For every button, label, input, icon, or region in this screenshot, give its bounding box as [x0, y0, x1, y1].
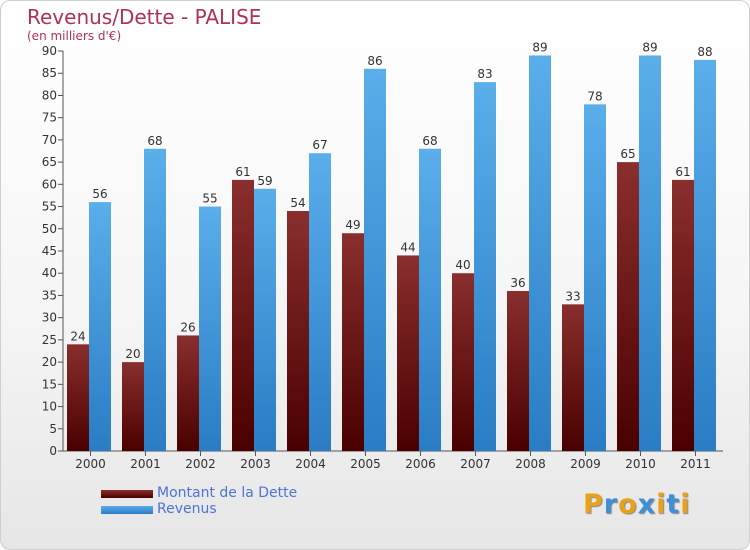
y-tick-label: 60: [42, 177, 57, 191]
y-tick-label: 55: [42, 200, 57, 214]
bar-revenus: [364, 68, 386, 452]
data-label: 61: [675, 165, 690, 179]
bar-dette: [617, 162, 639, 451]
bar-revenus: [474, 82, 496, 451]
legend-label-revenus: Revenus: [157, 501, 217, 517]
bar-revenus: [199, 206, 221, 451]
data-label: 89: [642, 40, 657, 54]
y-tick-label: 0: [49, 444, 57, 458]
x-tick-label: 2006: [405, 457, 436, 471]
data-label: 68: [147, 134, 162, 148]
y-tick-label: 70: [42, 133, 57, 147]
bar-revenus: [144, 148, 166, 451]
legend-swatch-revenus: [101, 506, 153, 514]
bar-revenus: [419, 148, 441, 451]
bar-dette: [507, 291, 529, 451]
x-tick-label: 2007: [460, 457, 491, 471]
bar-revenus: [254, 188, 276, 451]
data-label: 26: [180, 320, 195, 334]
bar-revenus: [639, 55, 661, 451]
data-label: 83: [477, 67, 492, 81]
y-tick-label: 10: [42, 400, 57, 414]
data-label: 65: [620, 147, 635, 161]
data-label: 68: [422, 134, 437, 148]
bar-dette: [232, 179, 254, 451]
y-tick-label: 35: [42, 288, 57, 302]
data-label: 36: [510, 276, 525, 290]
data-label: 89: [532, 40, 547, 54]
bar-dette: [177, 335, 199, 451]
y-tick-label: 5: [49, 422, 57, 436]
x-tick-label: 2000: [75, 457, 106, 471]
proxiti-logo: Proxiti: [583, 489, 691, 520]
data-label: 54: [290, 196, 305, 210]
bar-dette: [67, 344, 89, 451]
chart-subtitle: (en milliers d'€): [27, 29, 122, 43]
bar-revenus: [584, 104, 606, 451]
bar-dette: [342, 233, 364, 451]
data-label: 56: [92, 187, 107, 201]
x-tick-label: 2011: [680, 457, 711, 471]
bar-dette: [397, 255, 419, 451]
data-label: 33: [565, 289, 580, 303]
legend-label-dette: Montant de la Dette: [157, 485, 298, 501]
bar-revenus: [694, 59, 716, 452]
x-tick-label: 2001: [130, 457, 161, 471]
bar-revenus: [309, 153, 331, 451]
data-label: 49: [345, 218, 360, 232]
x-tick-label: 2009: [570, 457, 601, 471]
x-tick-label: 2002: [185, 457, 216, 471]
data-label: 86: [367, 54, 382, 68]
x-tick-label: 2004: [295, 457, 326, 471]
bar-dette: [287, 211, 309, 451]
y-tick-label: 80: [42, 88, 57, 102]
x-tick-label: 2010: [625, 457, 656, 471]
data-label: 78: [587, 89, 602, 103]
data-label: 67: [312, 138, 327, 152]
y-tick-label: 50: [42, 222, 57, 236]
data-label: 88: [697, 45, 712, 59]
y-tick-label: 65: [42, 155, 57, 169]
data-label: 61: [235, 165, 250, 179]
legend-swatch-dette: [101, 490, 153, 498]
y-tick-label: 45: [42, 244, 57, 258]
bar-dette: [562, 304, 584, 451]
data-label: 55: [202, 192, 217, 206]
y-tick-label: 85: [42, 66, 57, 80]
bar-revenus: [89, 202, 111, 451]
bar-dette: [122, 362, 144, 451]
bar-revenus: [529, 55, 551, 451]
y-tick-label: 25: [42, 333, 57, 347]
y-tick-label: 30: [42, 311, 57, 325]
data-label: 20: [125, 347, 140, 361]
bar-dette: [452, 273, 474, 451]
y-tick-label: 40: [42, 266, 57, 280]
y-tick-label: 20: [42, 355, 57, 369]
data-label: 59: [257, 174, 272, 188]
data-label: 44: [400, 240, 415, 254]
x-tick-label: 2008: [515, 457, 546, 471]
bar-dette: [672, 179, 694, 451]
x-tick-label: 2005: [350, 457, 381, 471]
y-tick-label: 75: [42, 111, 57, 125]
y-tick-label: 90: [42, 44, 57, 58]
data-label: 24: [70, 329, 85, 343]
chart-title: Revenus/Dette - PALISE: [27, 5, 262, 29]
data-label: 40: [455, 258, 470, 272]
y-tick-label: 15: [42, 377, 57, 391]
x-tick-label: 2003: [240, 457, 271, 471]
